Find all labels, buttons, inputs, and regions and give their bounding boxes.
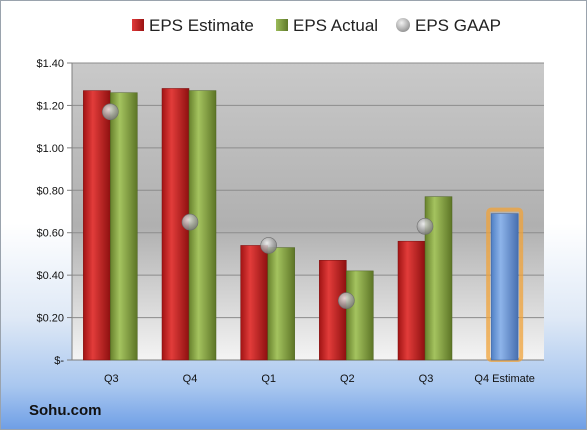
x-tick-label: Q2 [340, 373, 355, 385]
legend-item-actual: EPS Actual [276, 16, 378, 36]
y-tick-label: $1.20 [36, 100, 64, 112]
plot-area [72, 63, 544, 360]
x-tick-label: Q1 [261, 373, 276, 385]
legend-swatch-estimate [132, 18, 144, 31]
legend-swatch-gaap [396, 17, 410, 32]
y-tick-label: $1.00 [36, 143, 64, 155]
bar-eps-estimate-future [490, 213, 519, 361]
x-tick-label: Q4 [183, 373, 198, 385]
dot-eps-gaap [102, 103, 119, 121]
bar-eps-actual [346, 270, 374, 361]
y-tick-label: $1.40 [36, 58, 64, 70]
y-tick-label: $0.20 [36, 313, 64, 325]
y-tick-label: $0.60 [36, 228, 64, 240]
eps-chart: $- $0.20 $0.40 $0.60 $0.80 $1.00 $1.20 $1.40 Q3 Q… [36, 58, 544, 385]
dot-eps-gaap [416, 218, 434, 235]
legend-item-estimate: EPS Estimate [132, 16, 254, 36]
x-tick-label: Q3 [419, 373, 434, 385]
dot-eps-gaap [181, 213, 199, 231]
brand-label: Sohu.com [29, 402, 102, 419]
bar-eps-actual [424, 196, 453, 361]
bar-eps-estimate [83, 90, 111, 361]
dot-eps-gaap [338, 292, 355, 309]
bar-eps-estimate [397, 240, 426, 361]
legend-label-actual: EPS Actual [293, 16, 379, 35]
x-tick-label: Q4 Estimate [474, 373, 535, 385]
bar-eps-estimate [319, 260, 347, 361]
y-tick-label: $0.80 [36, 185, 64, 197]
bar-eps-estimate [240, 245, 268, 361]
bar-eps-actual [110, 92, 138, 361]
legend-label-gaap: EPS GAAP [415, 16, 501, 35]
x-tick-label: Q3 [104, 373, 119, 385]
bar-eps-actual [267, 247, 295, 361]
y-tick-label: $0.40 [36, 270, 64, 282]
dot-eps-gaap [260, 237, 277, 254]
legend-swatch-actual [276, 18, 288, 31]
legend-label-estimate: EPS Estimate [149, 16, 254, 35]
y-tick-label: $- [54, 355, 64, 367]
legend: EPS Estimate EPS Actual EPS GAAP [1, 16, 586, 44]
legend-item-gaap: EPS GAAP [396, 16, 501, 36]
